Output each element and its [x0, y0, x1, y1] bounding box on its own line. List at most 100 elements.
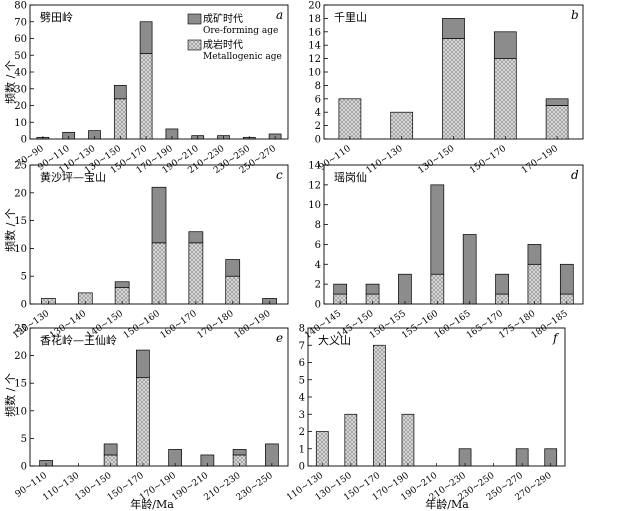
- bar-ore-forming: [442, 18, 465, 39]
- y-tick-label: 0: [315, 300, 321, 311]
- y-tick-label: 8: [315, 220, 321, 231]
- y-tick-label: 12: [308, 54, 321, 65]
- bar-ore-forming: [103, 443, 118, 456]
- bar-metallogenic: [139, 53, 153, 140]
- y-tick-label: 0: [299, 462, 305, 473]
- bar-ore-forming: [527, 244, 542, 265]
- panel-e-letter: e: [276, 331, 283, 345]
- legend-swatch-metallogenic: [187, 39, 202, 51]
- y-tick-label: 0: [21, 300, 27, 311]
- x-axis-label-left: 年龄/Ma: [130, 497, 174, 511]
- y-tick-label: 40: [14, 68, 27, 79]
- bar-ore-forming: [265, 443, 279, 467]
- y-tick-label: 25: [14, 161, 27, 172]
- y-tick-label: 4: [299, 393, 305, 404]
- y-tick-label: 3: [299, 410, 305, 421]
- y-tick-label: 10: [308, 68, 321, 79]
- y-tick-label: 30: [14, 84, 27, 95]
- y-tick-label: 0: [21, 135, 27, 146]
- y-tick-label: 18: [308, 14, 321, 25]
- y-tick-label: 0: [315, 135, 321, 146]
- x-tick-label: 170~180: [196, 309, 236, 341]
- y-tick-label: 10: [308, 200, 321, 211]
- bar-metallogenic: [545, 105, 569, 140]
- bar-ore-forming: [559, 263, 574, 295]
- bar-metallogenic: [373, 344, 386, 467]
- bar-ore-forming: [333, 283, 348, 295]
- bar-ore-forming: [495, 273, 509, 295]
- bar-metallogenic: [188, 242, 204, 305]
- panel-d: 02468101214140~145145~150150~155155~1601…: [303, 161, 584, 341]
- bar-ore-forming: [188, 231, 204, 244]
- bar-metallogenic: [390, 111, 414, 140]
- y-tick-label: 7: [299, 341, 305, 352]
- x-tick-label: 150~170: [468, 144, 508, 176]
- y-tick-label: 6: [299, 358, 305, 369]
- bar-ore-forming: [225, 259, 241, 277]
- y-tick-label: 20: [14, 188, 27, 199]
- bar-metallogenic: [493, 58, 517, 140]
- y-tick-label: 2: [299, 427, 305, 438]
- panel-e-title: 香花岭—王仙岭: [40, 333, 117, 347]
- bar-ore-forming: [398, 273, 412, 305]
- y-tick-label: 5: [21, 272, 27, 283]
- chart-panels: 0102030405060708070~9090~110110~130130~1…: [11, 1, 584, 503]
- panel-b: 0 2 4 6 8 10 12 14 16 18 20 90~110 110~130 130~150 150…: [308, 1, 584, 176]
- panel-f: 012345678110~130130~150150~170170~190190…: [285, 324, 566, 503]
- legend-swatch-ore-forming: [187, 13, 202, 25]
- y-tick-label: 14: [308, 161, 321, 172]
- bar-metallogenic: [401, 413, 415, 467]
- y-tick-label: 8: [299, 324, 305, 335]
- y-tick-label: 2: [315, 280, 321, 291]
- y-tick-label: 2: [315, 121, 321, 132]
- bar-ore-forming: [462, 234, 477, 305]
- y-tick-label: 10: [14, 118, 27, 129]
- bar-metallogenic: [430, 273, 445, 305]
- panel-a-letter: a: [276, 8, 283, 22]
- x-tick-label: 110~130: [365, 144, 405, 176]
- panel-c-title: 黄沙坪—宝山: [40, 170, 106, 184]
- bar-ore-forming: [232, 449, 247, 456]
- bar-metallogenic: [225, 275, 241, 305]
- y-tick-label: 5: [299, 375, 305, 386]
- x-tick-label: 130~150: [416, 144, 456, 176]
- y-tick-label: 10: [14, 406, 27, 417]
- y-tick-label: 4: [315, 260, 321, 271]
- legend: 成矿时代 Ore-forming age 成岩时代 Metallogenic a…: [187, 12, 282, 62]
- legend-label-metallogenic: 成岩时代: [203, 38, 243, 51]
- bar-ore-forming: [493, 31, 517, 59]
- y-axis-label-top: 频数 / 个: [3, 60, 17, 104]
- y-tick-label: 10: [14, 244, 27, 255]
- x-tick-label: 90~110: [317, 144, 353, 173]
- legend-label-ore-forming-en: Ore-forming age: [203, 26, 278, 36]
- bar-ore-forming: [113, 85, 127, 100]
- x-tick-label: 230~250: [235, 471, 275, 503]
- panel-f-title: 大义山: [318, 333, 351, 347]
- y-tick-label: 20: [14, 101, 27, 112]
- x-tick-label: 170~190: [520, 144, 560, 176]
- bar-ore-forming: [114, 281, 130, 288]
- x-tick-label: 180~190: [232, 309, 272, 341]
- panel-d-letter: d: [571, 168, 579, 182]
- bar-metallogenic: [442, 38, 465, 140]
- bar-metallogenic: [344, 413, 358, 467]
- panel-c: 0510152025120~130130~140140~150150~16016…: [11, 161, 289, 341]
- y-axis-label-bottom: 频数 / 个: [3, 373, 17, 417]
- bar-metallogenic: [338, 98, 362, 140]
- bar-ore-forming: [136, 349, 150, 379]
- panel-b-letter: b: [571, 8, 579, 22]
- y-tick-label: 12: [308, 180, 321, 191]
- legend-label-metallogenic-en: Metallogenic age: [203, 52, 282, 62]
- y-tick-label: 16: [308, 27, 321, 38]
- bar-metallogenic: [151, 242, 167, 305]
- y-tick-label: 25: [14, 324, 27, 335]
- bar-ore-forming: [430, 184, 445, 275]
- panel-b-title: 千里山: [334, 11, 367, 24]
- y-tick-label: 80: [14, 1, 27, 12]
- y-axis-label-middle: 频数 / 个: [3, 208, 17, 252]
- y-tick-label: 20: [14, 351, 27, 362]
- panel-d-title: 瑶岗仙: [334, 171, 367, 184]
- y-tick-label: 4: [315, 108, 321, 119]
- x-tick-label: 160~170: [159, 309, 199, 341]
- bar-metallogenic: [136, 377, 150, 467]
